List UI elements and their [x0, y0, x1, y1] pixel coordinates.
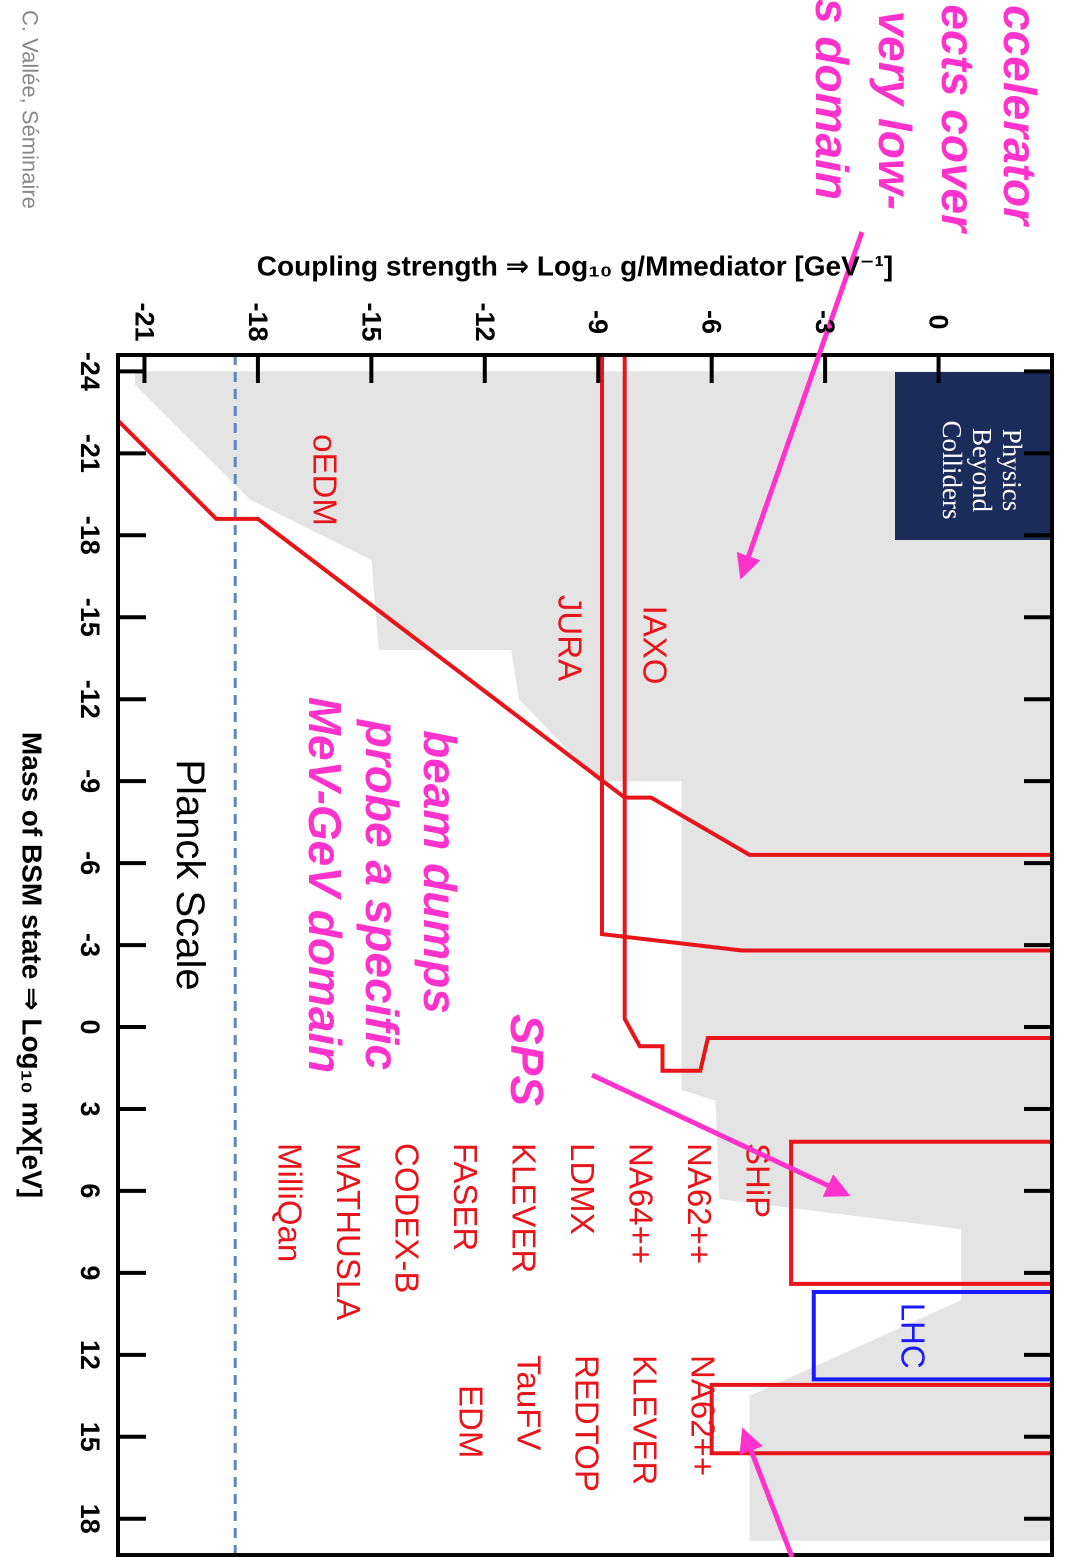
experiment-name: REDTOP [569, 1355, 606, 1492]
x-tick-label: -12 [75, 680, 105, 719]
x-tick-label: 15 [75, 1422, 105, 1452]
x-tick-label: -6 [75, 851, 105, 875]
experiment-name: NA62++ [681, 1143, 718, 1264]
x-tick-label: -24 [75, 352, 105, 391]
y-tick-label: -3 [810, 310, 840, 334]
experiment-name: EDM [453, 1385, 490, 1458]
experiment-name: TauFV [511, 1355, 548, 1450]
x-tick-label: 18 [75, 1504, 105, 1534]
experiment-name: FASER [447, 1143, 484, 1251]
side-note: C. Vallée, Séminaire [18, 10, 43, 209]
x-tick-label: -18 [75, 516, 105, 555]
logo-text: Physics [997, 429, 1027, 512]
logo-text: Beyond [967, 428, 997, 512]
y-tick-label: -21 [129, 302, 159, 341]
annotation: MeV-GeV domain [299, 697, 351, 1074]
x-tick-label: 3 [75, 1101, 105, 1116]
x-tick-label: 9 [75, 1265, 105, 1280]
x-tick-label: -15 [75, 598, 105, 637]
annotation: s domain [806, 0, 858, 200]
x-tick-label: -9 [75, 769, 105, 793]
reference-label: Planck Scale [168, 759, 212, 990]
annotation: ccelerator [994, 5, 1046, 227]
experiment-name: MATHUSLA [330, 1143, 367, 1320]
experiment-name: NA64++ [623, 1143, 660, 1264]
annotation: ects cover [932, 4, 984, 234]
annotation: beam dumps [414, 730, 466, 1014]
annotation: very low- [869, 11, 921, 210]
x-tick-label: 0 [75, 1020, 105, 1035]
curve-label: IAXO [637, 606, 674, 685]
page: {"side_note": "C. Vallée, Séminaire", "c… [0, 0, 1067, 1557]
experiment-name: NA62++ [685, 1355, 722, 1476]
curve-label: oEDM [307, 434, 344, 526]
y-tick-label: -18 [243, 302, 273, 341]
x-tick-label: -3 [75, 933, 105, 957]
y-tick-label: -15 [356, 302, 386, 341]
slide: PhysicsBeyondColliders Planck Scale oEDM IA… [0, 0, 1067, 1557]
box-label: LHC [894, 1303, 931, 1369]
curve-label: JURA [552, 595, 589, 681]
annotation: SPS [501, 1014, 553, 1106]
x-tick-label: 12 [75, 1340, 105, 1370]
y-tick-label: 0 [924, 314, 954, 329]
y-axis-label: Coupling strength ⇒ Log₁₀ g/Mmediator [G… [257, 251, 893, 282]
x-tick-label: -21 [75, 434, 105, 473]
x-axis-label: Mass of BSM state ⇒ Log₁₀ mX[eV] [17, 732, 48, 1198]
y-tick-label: -12 [470, 302, 500, 341]
experiment-name: CODEX-B [389, 1143, 426, 1293]
experiment-name: KLEVER [627, 1355, 664, 1485]
experiment-name: MilliQan [272, 1143, 309, 1262]
x-tick-label: 6 [75, 1183, 105, 1198]
annotation: probe a specific [356, 718, 408, 1070]
experiment-name: KLEVER [506, 1143, 543, 1273]
experiment-name: LDMX [564, 1143, 601, 1235]
y-tick-label: -9 [583, 310, 613, 334]
logo-text: Colliders [937, 421, 967, 520]
y-tick-label: -6 [697, 310, 727, 334]
